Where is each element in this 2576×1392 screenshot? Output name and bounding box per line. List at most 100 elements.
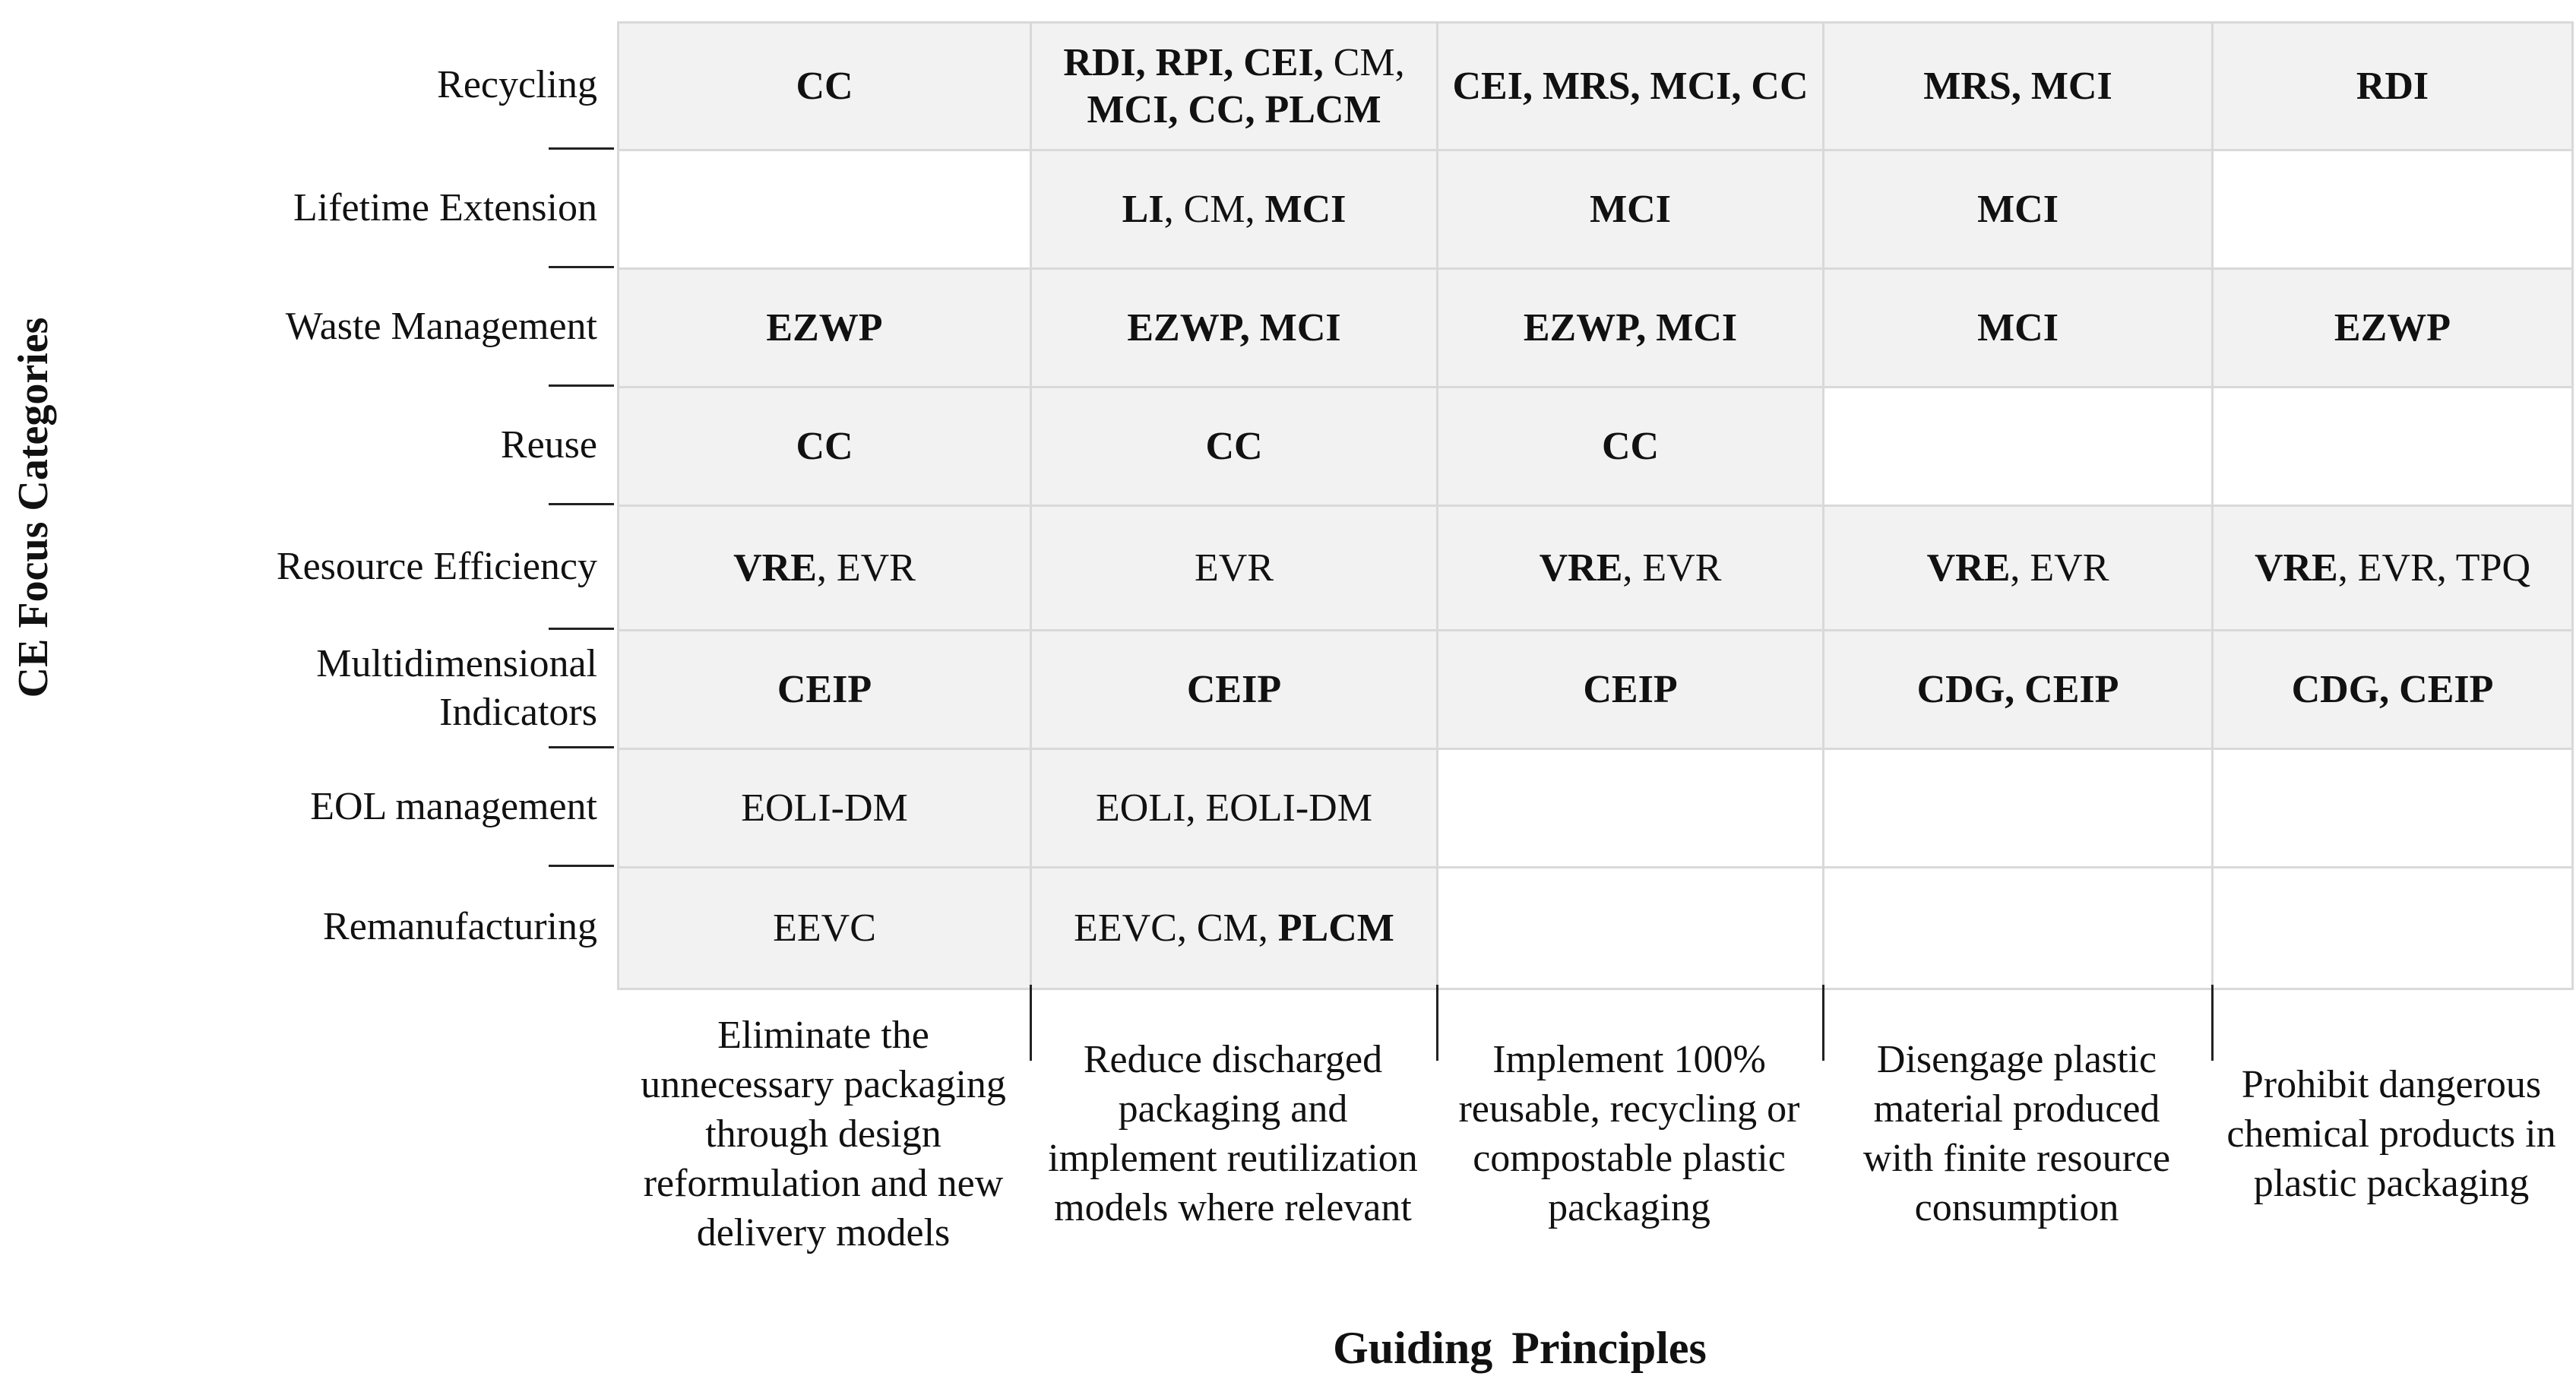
cell-text: CDG, CEIP — [2292, 666, 2494, 713]
matrix-cell: EZWP — [617, 267, 1032, 388]
cell-run: EZWP, MCI — [1523, 305, 1738, 350]
matrix-cell: CC — [617, 386, 1032, 507]
cell-text: MCI — [1977, 186, 2059, 233]
cell-run: EOLI, EOLI-DM — [1096, 786, 1372, 830]
matrix-cell: CEI, MRS, MCI, CC — [1436, 21, 1824, 151]
cell-text: EVR — [1195, 545, 1274, 592]
matrix-cell: MRS, MCI — [1822, 21, 2214, 151]
row-separator — [549, 628, 614, 630]
matrix-cell: MCI — [1436, 149, 1824, 270]
matrix-cell: CC — [1030, 386, 1438, 507]
cell-run: EZWP — [766, 305, 883, 350]
matrix-cell: LI, CM, MCI — [1030, 149, 1438, 270]
cell-text: EEVC, CM, PLCM — [1074, 905, 1394, 952]
row-label: Recycling — [437, 63, 597, 106]
row-label: Lifetime Extension — [293, 186, 597, 229]
cell-run: VRE — [2254, 546, 2338, 590]
cell-text: CEIP — [1187, 666, 1281, 713]
cell-text: EZWP, MCI — [1524, 305, 1737, 352]
row-separator — [549, 746, 614, 748]
matrix-cell: CDG, CEIP — [1822, 629, 2214, 750]
column-separator — [1822, 985, 1824, 1061]
matrix-cell: VRE, EVR, TPQ — [2211, 505, 2574, 631]
cell-run: CC — [1601, 424, 1660, 468]
column-label: Prohibit dangerous chemical products in … — [2226, 1062, 2556, 1205]
matrix-cell — [1436, 866, 1824, 990]
cell-run: EVR — [1195, 546, 1274, 590]
cell-text: CC — [796, 423, 853, 470]
row-separator — [549, 503, 614, 505]
cell-run: , EVR — [816, 546, 916, 590]
cell-run: PLCM — [1277, 906, 1394, 950]
cell-run: CEIP — [1583, 667, 1678, 711]
cell-run: MCI — [1590, 187, 1671, 231]
cell-run: CM, — [1333, 40, 1405, 84]
cell-text: EZWP — [766, 305, 882, 352]
cell-text: CC — [1602, 423, 1659, 470]
matrix-cell — [2211, 866, 2574, 990]
cell-run: CEI, MRS, MCI, CC — [1452, 64, 1809, 108]
cell-text: CC — [1205, 423, 1262, 470]
matrix-cell: EEVC — [617, 866, 1032, 990]
matrix-cell — [1436, 748, 1824, 868]
matrix-cell: EVR — [1030, 505, 1438, 631]
matrix-cell: EZWP — [2211, 267, 2574, 388]
cell-text: VRE, EVR — [733, 545, 916, 592]
cell-run: EZWP — [2334, 305, 2451, 350]
matrix-cell — [2211, 748, 2574, 868]
cell-run: CDG, CEIP — [1916, 667, 2119, 711]
cell-run: , EVR — [2010, 546, 2109, 590]
matrix-cell: RDI — [2211, 21, 2574, 151]
matrix-cell: MCI — [1822, 149, 2214, 270]
matrix-cell: VRE, EVR — [1436, 505, 1824, 631]
column-label: Eliminate the unnecessary packaging thro… — [641, 1013, 1006, 1254]
cell-run: MCI — [1977, 187, 2059, 231]
cell-run: MCI, CC, PLCM — [1087, 87, 1381, 131]
cell-run: EOLI-DM — [741, 786, 908, 830]
cell-run: RDI — [2356, 64, 2429, 108]
cell-run: , EVR — [1622, 546, 1722, 590]
cell-run: MCI — [1977, 305, 2059, 350]
y-axis-title-text: CE Focus Categories — [10, 317, 57, 698]
cell-run: CC — [796, 64, 853, 108]
matrix-cell: CDG, CEIP — [2211, 629, 2574, 750]
cell-run: , CM, — [1163, 187, 1265, 231]
cell-text: CEIP — [777, 666, 872, 713]
cell-run: EEVC — [773, 906, 876, 950]
cell-text: CDG, CEIP — [1917, 666, 2119, 713]
cell-run: , EVR, TPQ — [2337, 546, 2531, 590]
cell-text: EEVC — [773, 905, 876, 952]
column-separator — [1030, 985, 1032, 1061]
row-label: Remanufacturing — [323, 905, 597, 948]
cell-text: MRS, MCI — [1923, 63, 2112, 110]
row-label: Resource Efficiency — [276, 545, 597, 588]
cell-text: EOLI-DM — [741, 785, 908, 832]
cell-text: EZWP, MCI — [1127, 305, 1340, 352]
row-label: Reuse — [500, 423, 597, 467]
cell-text: MCI — [1590, 186, 1671, 233]
matrix-cell: RDI, RPI, CEI, CM, MCI, CC, PLCM — [1030, 21, 1438, 151]
cell-run: EZWP, MCI — [1127, 305, 1341, 350]
matrix-cell — [2211, 386, 2574, 507]
matrix-cell: EZWP, MCI — [1030, 267, 1438, 388]
row-separator — [549, 865, 614, 867]
cell-run: VRE — [1539, 546, 1623, 590]
cell-run: VRE — [1926, 546, 2011, 590]
matrix-cell — [1822, 866, 2214, 990]
cell-text: VRE, EVR, TPQ — [2255, 545, 2530, 592]
matrix-cell — [617, 149, 1032, 270]
cell-run: CDG, CEIP — [2291, 667, 2494, 711]
matrix-cell: VRE, EVR — [617, 505, 1032, 631]
matrix-cell: VRE, EVR — [1822, 505, 2214, 631]
cell-text: EOLI, EOLI-DM — [1096, 785, 1372, 832]
cell-text: MCI — [1977, 305, 2059, 352]
column-label: Disengage plastic material produced with… — [1862, 1038, 2171, 1229]
column-label: Implement 100% reusable, recycling or co… — [1458, 1038, 1800, 1229]
cell-run: RDI, RPI, CEI, — [1063, 40, 1334, 84]
column-label: Reduce discharged packaging and implemen… — [1048, 1038, 1418, 1229]
matrix-cell: EZWP, MCI — [1436, 267, 1824, 388]
cell-text: VRE, EVR — [1540, 545, 1722, 592]
cell-run: VRE — [733, 546, 817, 590]
cell-text: EZWP — [2334, 305, 2451, 352]
matrix-cell: CEIP — [1030, 629, 1438, 750]
